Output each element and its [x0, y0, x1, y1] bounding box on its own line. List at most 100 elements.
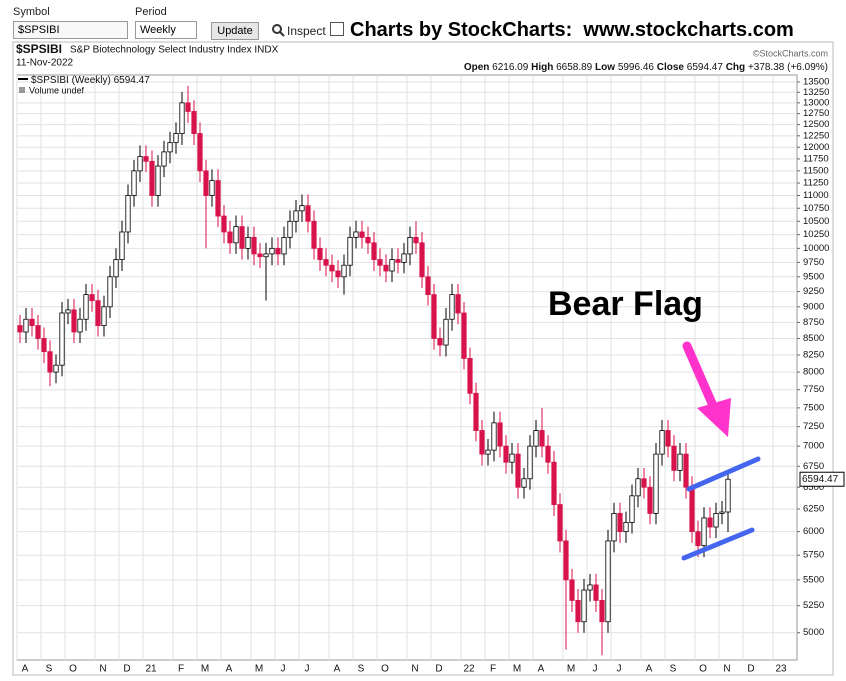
- inspect-icon: [279, 31, 285, 37]
- chart-subtitle: S&P Biotechnology Select Industry Index …: [70, 45, 279, 56]
- candle-body: [317, 247, 323, 260]
- candle-body: [83, 294, 89, 320]
- y-tick-label: 7750: [803, 384, 824, 395]
- candle-body: [275, 247, 281, 255]
- candle-body: [377, 259, 383, 266]
- x-tick-label: S: [46, 664, 53, 675]
- candle-body: [341, 264, 347, 278]
- candle-body: [17, 325, 23, 333]
- candle-body: [131, 170, 137, 196]
- candle-body: [665, 430, 671, 447]
- x-tick-label: O: [699, 664, 707, 675]
- x-tick-label: O: [381, 664, 389, 675]
- x-tick-label: N: [411, 664, 418, 675]
- candle-body: [329, 264, 335, 272]
- candle-body: [515, 453, 521, 488]
- candle-body: [281, 236, 287, 255]
- y-tick-label: 12500: [803, 119, 829, 130]
- candle-body: [401, 253, 407, 263]
- x-tick-label: 22: [463, 664, 475, 675]
- candle-body: [269, 247, 275, 255]
- y-tick-label: 8750: [803, 317, 824, 328]
- candle-body: [653, 453, 659, 514]
- candle-body: [383, 264, 389, 272]
- candle-body: [47, 351, 53, 373]
- y-tick-label: 5000: [803, 627, 824, 638]
- price-tag: [799, 471, 845, 487]
- candle-body: [449, 294, 455, 320]
- candle-body: [77, 318, 83, 333]
- candle-body: [227, 231, 233, 244]
- candle-body: [89, 294, 95, 302]
- y-tick-label: 7250: [803, 421, 824, 432]
- candle-body: [677, 453, 683, 471]
- inspect-checkbox[interactable]: [330, 22, 344, 36]
- y-tick-label: 9750: [803, 257, 824, 268]
- candle-body: [701, 517, 707, 547]
- x-tick-label: A: [538, 664, 545, 675]
- candle-body: [419, 242, 425, 278]
- candle-body: [263, 253, 269, 258]
- candle-body: [251, 236, 257, 255]
- candle-body: [239, 226, 245, 249]
- candle-body: [65, 309, 71, 314]
- candle-body: [461, 312, 467, 359]
- candle-body: [623, 522, 629, 533]
- candle-body: [551, 461, 557, 505]
- ohlc-value: 6216.09: [492, 62, 529, 73]
- x-tick-label: S: [358, 664, 365, 675]
- candle-body: [161, 151, 167, 167]
- candle-body: [185, 102, 191, 112]
- candle-body: [491, 422, 497, 451]
- x-tick-label: A: [226, 664, 233, 675]
- candle-body: [617, 513, 623, 533]
- x-tick-label: A: [22, 664, 29, 675]
- candle-body: [35, 325, 41, 339]
- candle-body: [509, 453, 515, 463]
- candle-body: [347, 236, 353, 266]
- candle-body: [221, 215, 227, 233]
- inspect-icon: [272, 24, 282, 34]
- x-tick-label: F: [178, 664, 184, 675]
- update-button[interactable]: Update: [211, 22, 259, 40]
- candle-body: [29, 318, 35, 326]
- candle-body: [23, 318, 29, 333]
- annotation-arrow: [682, 341, 719, 413]
- symbol-label: Symbol: [13, 6, 50, 18]
- candle-body: [533, 430, 539, 447]
- x-tick-label: M: [255, 664, 263, 675]
- candle-body: [215, 180, 221, 217]
- x-tick-label: D: [123, 664, 130, 675]
- legend-entry: $SPSIBI (Weekly) 6594.47: [31, 75, 150, 86]
- candle-body: [245, 236, 251, 249]
- y-tick-label: 5500: [803, 574, 824, 585]
- candle-body: [497, 422, 503, 447]
- candle-body: [539, 430, 545, 447]
- x-tick-label: J: [281, 664, 286, 675]
- period-select[interactable]: Weekly: [135, 21, 197, 39]
- candle-body: [305, 205, 311, 222]
- candle-body: [629, 495, 635, 523]
- y-tick-label: 13500: [803, 76, 829, 87]
- x-tick-label: M: [513, 664, 521, 675]
- symbol-input[interactable]: $SPSIBI: [13, 21, 128, 39]
- y-tick-label: 8000: [803, 367, 824, 378]
- candle-body: [443, 318, 449, 346]
- y-tick-label: 11750: [803, 153, 829, 164]
- candle-body: [563, 540, 569, 581]
- candle-body: [425, 276, 431, 295]
- x-tick-label: O: [69, 664, 77, 675]
- candle-body: [569, 579, 575, 601]
- candle-body: [149, 160, 155, 196]
- candle-body: [365, 236, 371, 244]
- candle-body: [575, 600, 581, 623]
- banner: Charts by StockCharts: www.stockcharts.c…: [350, 19, 794, 41]
- candle-body: [689, 486, 695, 533]
- x-tick-label: D: [435, 664, 442, 675]
- x-tick-label: D: [747, 664, 754, 675]
- volume-icon: [19, 87, 25, 93]
- candle-body: [155, 165, 161, 196]
- candle-body: [257, 253, 263, 258]
- candle-body: [659, 430, 665, 455]
- legend-value: 6594.47: [114, 75, 151, 86]
